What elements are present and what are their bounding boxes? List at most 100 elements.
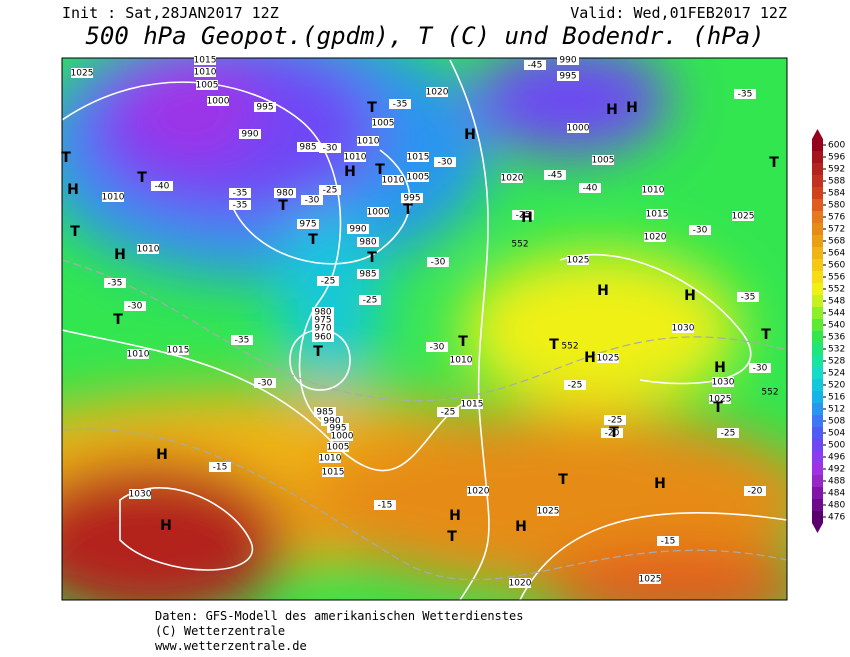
isobar-label-box — [194, 67, 216, 77]
colorbar-swatch — [812, 499, 823, 511]
low-pressure-marker: T — [367, 100, 377, 116]
temperature-label: -35 — [233, 189, 248, 199]
colorbar-label: 544 — [828, 309, 845, 319]
colorbar-label: 568 — [828, 237, 845, 247]
colorbar-label: 560 — [828, 261, 845, 271]
isobar-label: 1020 — [467, 487, 490, 497]
isobar-label-box — [357, 237, 379, 247]
temperature-label-box — [151, 181, 173, 191]
isobar-label-box — [642, 185, 664, 195]
isobar-label: 1000 — [207, 97, 230, 107]
low-pressure-marker: T — [769, 155, 779, 171]
colorbar-label: 524 — [828, 369, 845, 379]
colorbar-label: 592 — [828, 165, 845, 175]
high-pressure-marker: H — [464, 127, 476, 143]
isobar-label-box — [194, 55, 216, 65]
isobar-label: 980 — [276, 189, 293, 199]
high-pressure-marker: H — [160, 518, 172, 534]
temperature-label: -35 — [108, 279, 123, 289]
temperature-label-box — [231, 335, 253, 345]
low-pressure-marker: T — [403, 202, 413, 218]
temperature-label-box — [524, 60, 546, 70]
isobar-label-box — [102, 192, 124, 202]
isobar-label-box — [639, 574, 661, 584]
isobar-label: 1010 — [382, 176, 405, 186]
isobar-label: 1010 — [102, 193, 125, 203]
isobar-label-box — [274, 188, 296, 198]
isobar-label: 1030 — [129, 490, 152, 500]
temperature-label-box — [104, 278, 126, 288]
temperature-label: -45 — [528, 61, 543, 71]
isobar-label: 1015 — [646, 210, 669, 220]
isobar-label-box — [297, 219, 319, 229]
temperature-label-box — [564, 380, 586, 390]
colorbar-swatch — [812, 187, 823, 199]
temperature-label: -30 — [323, 144, 338, 154]
colorbar-swatch — [812, 235, 823, 247]
isobar-label-box — [207, 96, 229, 106]
colorbar-swatch — [812, 175, 823, 187]
temperature-label: -35 — [235, 336, 250, 346]
colorbar-swatch — [812, 295, 823, 307]
isobar-label: 1005 — [372, 119, 395, 129]
temperature-label: -25 — [516, 211, 531, 221]
colorbar-label: 556 — [828, 273, 845, 283]
valid-time: Valid: Wed,01FEB2017 12Z — [570, 4, 787, 22]
temperature-label: -30 — [305, 196, 320, 206]
isobar-label: 1010 — [450, 356, 473, 366]
colorbar-swatch — [812, 439, 823, 451]
temperature-label-box — [749, 363, 771, 373]
isobar-label: 960 — [314, 333, 331, 343]
colorbar-swatch — [812, 427, 823, 439]
isobar-label-box — [196, 80, 218, 90]
isobar-label-box — [712, 377, 734, 387]
isobar-label-box — [322, 467, 344, 477]
temperature-label-box — [601, 428, 623, 438]
isobar-label: 1005 — [327, 443, 350, 453]
colorbar-swatch — [812, 271, 823, 283]
isobar-label: 995 — [329, 424, 346, 434]
temperature-label: -25 — [568, 381, 583, 391]
isobar-label-box — [127, 349, 149, 359]
isobar-label: 1005 — [407, 173, 430, 183]
temperature-label-box — [254, 378, 276, 388]
colorbar-swatch — [812, 463, 823, 475]
low-pressure-marker: T — [549, 337, 559, 353]
temperature-label: -25 — [441, 408, 456, 418]
isobar-label: 1025 — [567, 256, 590, 266]
isobar-label: 990 — [241, 130, 258, 140]
temperature-label: -20 — [748, 487, 763, 497]
high-pressure-marker: H — [606, 102, 618, 118]
temperature-label-box — [734, 89, 756, 99]
isobar-label: 980 — [359, 238, 376, 248]
low-pressure-marker: T — [313, 344, 323, 360]
temperature-label-box — [229, 188, 251, 198]
temperature-label: -40 — [583, 184, 598, 194]
low-pressure-marker: T — [70, 224, 80, 240]
isobar-label: 1025 — [537, 507, 560, 517]
isobar-label: 1005 — [196, 81, 219, 91]
isobar-label: 1015 — [194, 56, 217, 66]
isobar-label: 990 — [323, 417, 340, 427]
isobar-label: 1010 — [357, 137, 380, 147]
temperature-label: -15 — [213, 463, 228, 473]
isobar-label: 1000 — [331, 432, 354, 442]
temperature-label-box — [426, 342, 448, 352]
temperature-label: -20 — [605, 429, 620, 439]
temperature-label-box — [717, 428, 739, 438]
temperature-label-box — [317, 276, 339, 286]
low-pressure-marker: T — [447, 529, 457, 545]
isobar-label: 980 — [314, 308, 331, 318]
isobar-label: 1010 — [137, 245, 160, 255]
isobar-label: 990 — [349, 225, 366, 235]
isobar-label: 1010 — [127, 350, 150, 360]
isobar-label-box — [331, 431, 353, 441]
isobar-label: 1010 — [642, 186, 665, 196]
isobar-label-box — [137, 244, 159, 254]
isobar-label-box — [672, 323, 694, 333]
colorbar-swatch — [812, 415, 823, 427]
isobar-label-box — [239, 129, 261, 139]
temperature-label-box — [229, 200, 251, 210]
isobar-label-box — [567, 255, 589, 265]
temperature-label: -35 — [738, 90, 753, 100]
